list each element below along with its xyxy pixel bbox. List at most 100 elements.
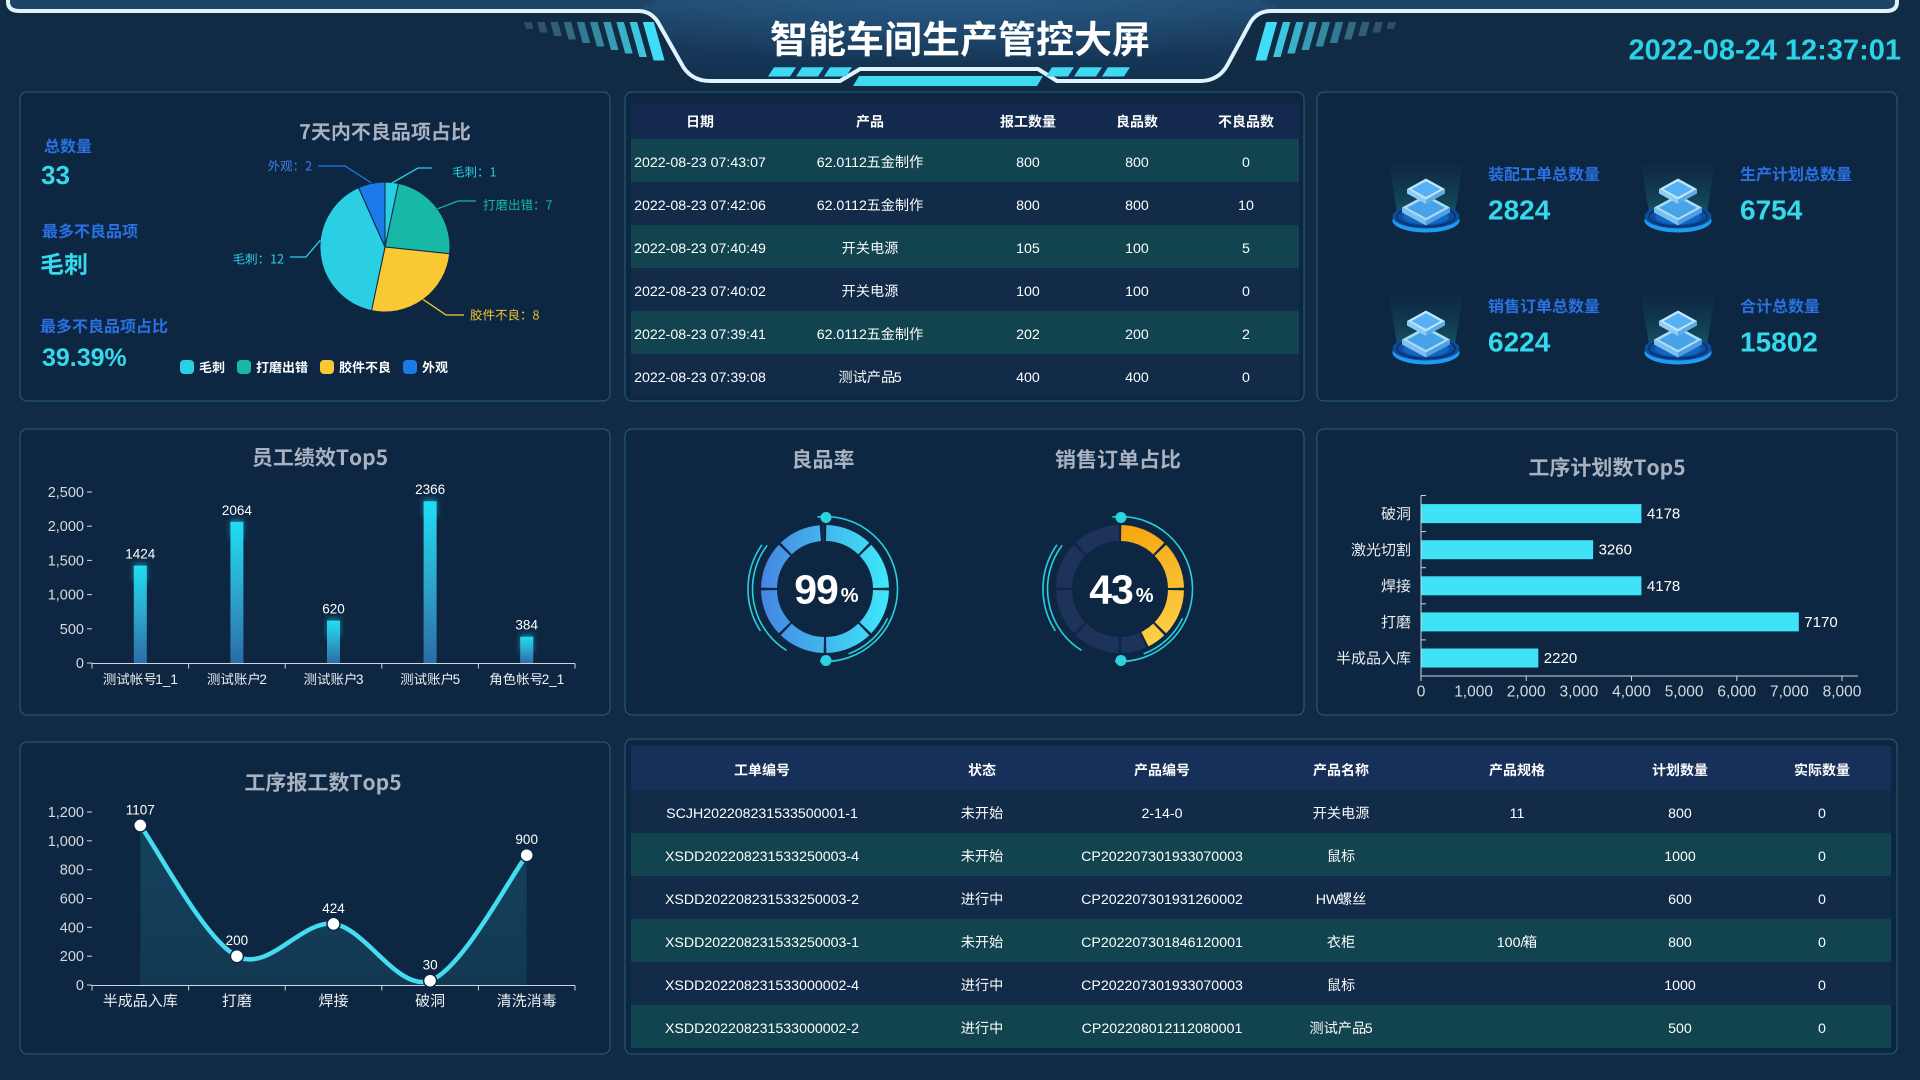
svg-text:800: 800: [1668, 935, 1692, 951]
svg-text:200: 200: [226, 933, 249, 948]
svg-text:200: 200: [1125, 327, 1149, 343]
svg-text:2022-08-24 12:37:01: 2022-08-24 12:37:01: [1629, 35, 1901, 67]
svg-text:4178: 4178: [1647, 506, 1680, 523]
svg-text:2: 2: [1242, 327, 1250, 343]
svg-text:200: 200: [60, 949, 84, 965]
svg-text:CP202207301933070003: CP202207301933070003: [1081, 849, 1243, 865]
svg-text:1424: 1424: [125, 547, 156, 562]
svg-text:100/: 100/: [1497, 935, 1525, 951]
svg-text:0: 0: [1818, 1021, 1826, 1037]
svg-text:5,000: 5,000: [1665, 684, 1704, 701]
svg-text:2022-08-23 07:40:02: 2022-08-23 07:40:02: [634, 284, 766, 300]
svg-text:1107: 1107: [126, 802, 155, 817]
svg-text:2_1: 2_1: [542, 672, 565, 687]
svg-text:1_1: 1_1: [155, 672, 178, 687]
svg-text:0: 0: [1818, 806, 1826, 822]
svg-text:5: 5: [894, 370, 902, 386]
svg-text:7170: 7170: [1804, 614, 1837, 631]
svg-text:6,000: 6,000: [1717, 684, 1756, 701]
svg-text:43: 43: [1089, 567, 1133, 613]
svg-text:2824: 2824: [1488, 195, 1551, 226]
svg-text:0: 0: [1818, 892, 1826, 908]
svg-text:CP202207301931260002: CP202207301931260002: [1081, 892, 1243, 908]
svg-text:3: 3: [356, 672, 364, 687]
svg-text:XSDD202208231533000002-4: XSDD202208231533000002-4: [665, 978, 859, 994]
svg-text:0: 0: [1242, 370, 1250, 386]
svg-text:10: 10: [1238, 198, 1254, 214]
svg-text:CP202208012112080001: CP202208012112080001: [1082, 1021, 1243, 1037]
svg-text:%: %: [1136, 585, 1154, 607]
svg-text:800: 800: [1125, 198, 1149, 214]
svg-text:2022-08-23 07:40:49: 2022-08-23 07:40:49: [634, 241, 766, 257]
svg-text:1,200: 1,200: [48, 805, 84, 821]
svg-text:99: 99: [794, 567, 838, 613]
svg-text:62.0112: 62.0112: [817, 327, 867, 343]
svg-text:1,000: 1,000: [48, 588, 84, 604]
svg-text:500: 500: [60, 622, 84, 638]
svg-text:CP202207301846120001: CP202207301846120001: [1081, 935, 1243, 951]
svg-text:384: 384: [515, 618, 538, 633]
svg-text:800: 800: [1016, 155, 1040, 171]
svg-text:2064: 2064: [222, 503, 253, 518]
svg-text:600: 600: [1668, 892, 1692, 908]
svg-text:800: 800: [1668, 806, 1692, 822]
svg-text:3260: 3260: [1599, 542, 1632, 559]
svg-text:400: 400: [60, 920, 84, 936]
svg-text:0: 0: [76, 656, 84, 672]
svg-text:XSDD202208231533250003-4: XSDD202208231533250003-4: [665, 849, 859, 865]
svg-text:100: 100: [1125, 241, 1149, 257]
svg-text:1,500: 1,500: [48, 553, 84, 569]
svg-text:0: 0: [1417, 684, 1426, 701]
svg-text:5: 5: [453, 672, 461, 687]
svg-text:2-14-0: 2-14-0: [1141, 806, 1182, 822]
svg-text:400: 400: [1125, 370, 1149, 386]
svg-text:2: 2: [259, 672, 267, 687]
svg-text:5: 5: [1242, 241, 1250, 257]
svg-text:CP202207301933070003: CP202207301933070003: [1081, 978, 1243, 994]
svg-text:%: %: [841, 585, 859, 607]
svg-text:4178: 4178: [1647, 578, 1680, 595]
svg-text:100: 100: [1125, 284, 1149, 300]
svg-text:4,000: 4,000: [1612, 684, 1651, 701]
svg-text:2220: 2220: [1544, 650, 1577, 667]
svg-text:2022-08-23 07:39:08: 2022-08-23 07:39:08: [634, 370, 766, 386]
svg-text:1,000: 1,000: [1454, 684, 1493, 701]
svg-text:800: 800: [1125, 155, 1149, 171]
svg-text:5: 5: [1365, 1021, 1373, 1037]
svg-text:3,000: 3,000: [1560, 684, 1599, 701]
svg-text:400: 400: [1016, 370, 1040, 386]
svg-text:1000: 1000: [1664, 849, 1696, 865]
svg-text:2022-08-23 07:39:41: 2022-08-23 07:39:41: [634, 327, 766, 343]
svg-text:600: 600: [60, 892, 84, 908]
svg-text:HW: HW: [1316, 892, 1340, 908]
svg-text:6754: 6754: [1740, 195, 1803, 226]
svg-text:800: 800: [1016, 198, 1040, 214]
svg-text:620: 620: [322, 602, 345, 617]
svg-text:2022-08-23 07:43:07: 2022-08-23 07:43:07: [634, 155, 766, 171]
svg-text:XSDD202208231533000002-2: XSDD202208231533000002-2: [665, 1021, 859, 1037]
svg-text:6224: 6224: [1488, 327, 1551, 358]
svg-text:2022-08-23 07:42:06: 2022-08-23 07:42:06: [634, 198, 766, 214]
svg-text:62.0112: 62.0112: [817, 198, 867, 214]
svg-text:800: 800: [60, 863, 84, 879]
svg-text:XSDD202208231533250003-1: XSDD202208231533250003-1: [665, 935, 859, 951]
svg-text:62.0112: 62.0112: [817, 155, 867, 171]
svg-text:0: 0: [1818, 978, 1826, 994]
svg-text:7,000: 7,000: [1770, 684, 1809, 701]
svg-text:424: 424: [322, 901, 345, 916]
svg-text:XSDD202208231533250003-2: XSDD202208231533250003-2: [665, 892, 859, 908]
svg-text:0: 0: [1818, 849, 1826, 865]
svg-text:100: 100: [1016, 284, 1040, 300]
svg-text:SCJH202208231533500001-1: SCJH202208231533500001-1: [666, 806, 858, 822]
svg-text:0: 0: [76, 978, 84, 994]
svg-text:900: 900: [515, 832, 538, 847]
svg-text:11: 11: [1510, 806, 1525, 822]
svg-text:2366: 2366: [415, 482, 445, 497]
svg-text:30: 30: [423, 958, 438, 973]
svg-text:33: 33: [41, 160, 70, 190]
svg-text:1,000: 1,000: [48, 834, 84, 850]
svg-text:39.39%: 39.39%: [42, 344, 127, 372]
svg-text:2,000: 2,000: [1507, 684, 1546, 701]
svg-text:8,000: 8,000: [1823, 684, 1862, 701]
svg-text:15802: 15802: [1740, 327, 1818, 358]
